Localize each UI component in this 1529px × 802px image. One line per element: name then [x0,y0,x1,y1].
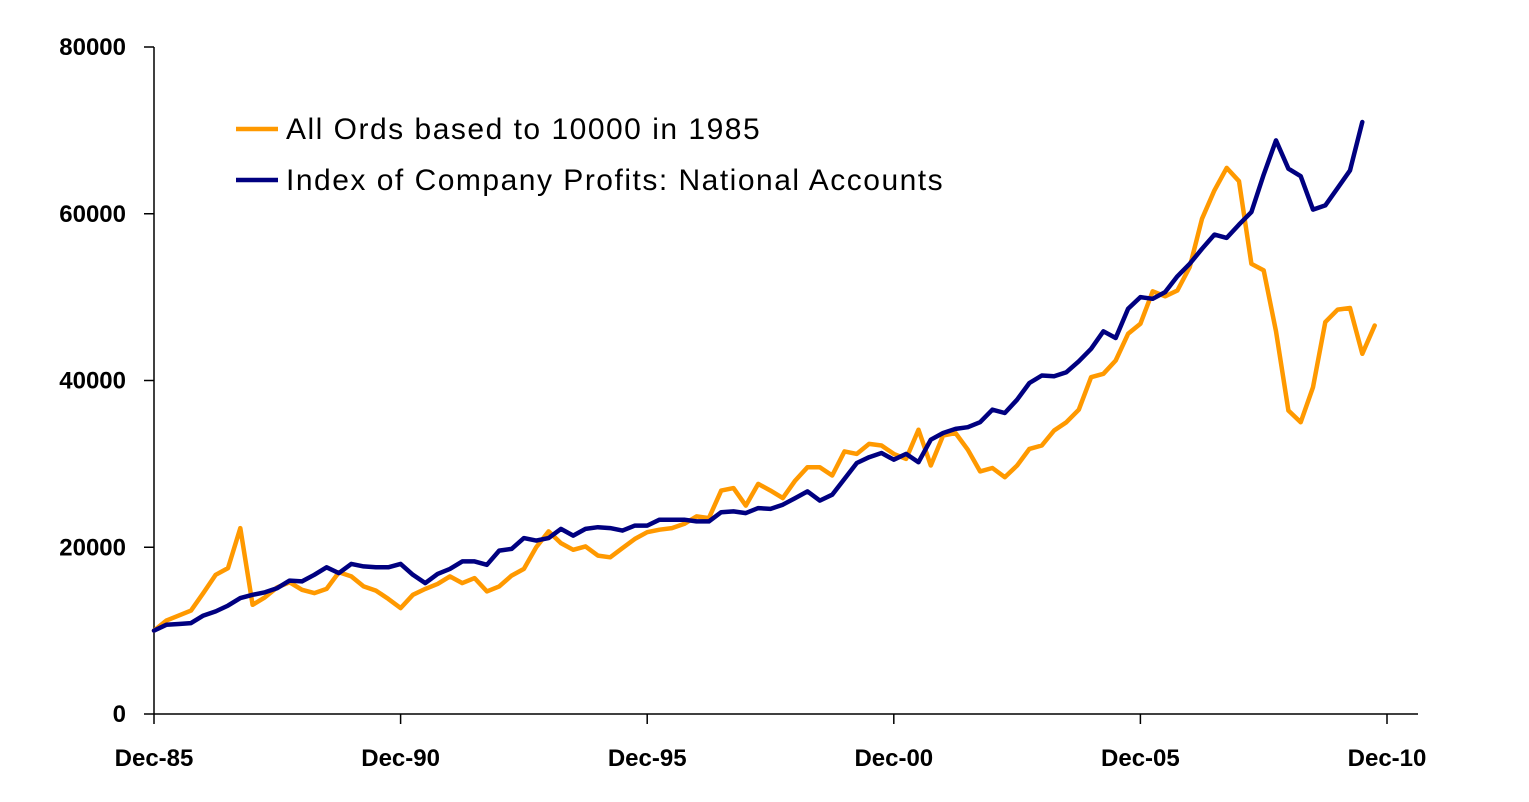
x-tick-label: Dec-90 [361,745,440,772]
legend-label-1: All Ords based to 10000 in 1985 [286,113,761,146]
legend-label-2: Index of Company Profits: National Accou… [286,164,944,197]
x-tick-label: Dec-85 [115,745,194,772]
y-tick-label: 40000 [59,368,126,395]
series-line-1 [151,165,1377,633]
series-line-2 [151,119,1365,633]
y-tick-label: 80000 [59,34,126,61]
series-layer [151,119,1377,633]
x-tick-label: Dec-10 [1348,745,1427,772]
chart-axes: 0 20000 40000 60000 80000 Dec-85 Dec-90 Dec-95 D… [59,34,1426,772]
x-tick-label: Dec-00 [854,745,933,772]
y-tick-label: 20000 [59,534,126,561]
y-tick-label: 60000 [59,201,126,228]
x-tick-label: Dec-95 [608,745,687,772]
y-tick-label: 0 [113,701,126,728]
chart-legend: All Ords based to 10000 in 1985 Index of … [236,113,944,197]
x-tick-label: Dec-05 [1101,745,1180,772]
